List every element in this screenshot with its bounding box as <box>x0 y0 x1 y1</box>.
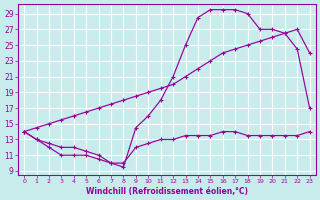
X-axis label: Windchill (Refroidissement éolien,°C): Windchill (Refroidissement éolien,°C) <box>86 187 248 196</box>
